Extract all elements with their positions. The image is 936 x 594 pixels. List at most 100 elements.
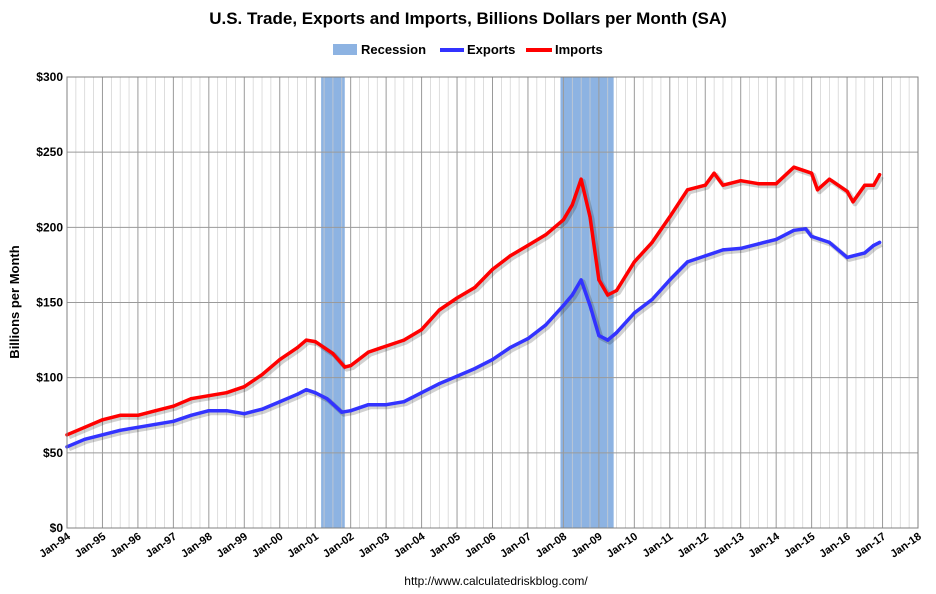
y-tick-label: $150 (36, 296, 63, 310)
exports-point (792, 228, 796, 232)
imports-point (313, 340, 317, 344)
exports-point (189, 413, 193, 417)
y-tick-label: $300 (36, 70, 63, 84)
imports-point (343, 365, 347, 369)
exports-point (615, 331, 619, 335)
imports-point (366, 350, 370, 354)
imports-point (579, 177, 583, 181)
exports-point (685, 260, 690, 264)
imports-point (384, 344, 388, 348)
exports-point (154, 422, 158, 426)
imports-point (526, 243, 530, 247)
y-tick-label: $100 (36, 371, 63, 385)
x-tick-label: Jan-15 (782, 531, 817, 561)
imports-point (570, 203, 574, 207)
exports-point (756, 242, 761, 246)
imports-point (118, 413, 122, 417)
imports-point (721, 183, 725, 187)
exports-point (171, 419, 175, 423)
exports-point (349, 409, 353, 413)
x-tick-label: Jan-05 (427, 531, 462, 561)
imports-point (606, 293, 610, 297)
x-tick-label: Jan-04 (392, 530, 428, 560)
x-tick-label: Jan-98 (179, 531, 214, 561)
imports-point (455, 296, 459, 300)
x-tick-label: Jan-99 (215, 531, 250, 561)
y-axis-label: Billions per Month (7, 245, 22, 358)
exports-point (863, 251, 867, 255)
exports-point (588, 303, 592, 308)
imports-point (668, 215, 672, 219)
x-tick-label: Jan-03 (356, 531, 391, 561)
exports-point (878, 240, 882, 244)
x-tick-label: Jan-12 (676, 531, 711, 561)
exports-point (606, 338, 610, 342)
source-url: http://www.calculatedriskblog.com/ (404, 574, 588, 588)
imports-point (615, 288, 619, 293)
imports-point (863, 183, 867, 187)
x-tick-label: Jan-13 (711, 531, 746, 561)
y-tick-label: $0 (50, 521, 64, 535)
exports-point (340, 410, 344, 414)
y-tick-label: $250 (36, 145, 63, 159)
y-tick-label: $200 (36, 220, 63, 234)
exports-point (420, 391, 424, 395)
exports-point (455, 374, 459, 378)
x-tick-label: Jan-06 (463, 531, 498, 561)
x-tick-label: Jan-95 (73, 531, 108, 561)
imports-point (588, 215, 592, 219)
exports-point (508, 346, 512, 350)
series-lines (65, 165, 884, 452)
imports-point (154, 409, 158, 413)
x-tick-label: Jan-16 (817, 531, 852, 561)
imports-point (189, 397, 193, 401)
exports-point (721, 248, 725, 252)
exports-point (561, 303, 566, 308)
imports-point (845, 189, 849, 193)
exports-point (579, 278, 583, 282)
imports-point (260, 373, 264, 377)
imports-point (703, 183, 707, 187)
imports-point (597, 278, 601, 282)
exports-point (650, 297, 654, 302)
imports-point (508, 254, 512, 258)
imports-point (242, 385, 246, 389)
exports-point (100, 433, 105, 437)
imports-point (402, 338, 406, 342)
y-tick-label: $50 (43, 446, 63, 460)
imports-point (331, 352, 335, 356)
x-tick-label: Jan-08 (534, 531, 569, 561)
exports-point (118, 428, 122, 432)
imports-point (544, 233, 548, 237)
exports-point (668, 278, 672, 282)
exports-line-shadow (68, 228, 883, 452)
imports-point (561, 218, 566, 222)
x-tick-labels: Jan-94 Jan-95 Jan-96 Jan-97 Jan-98 Jan-99 Jan-… (37, 530, 923, 560)
exports-point (570, 293, 574, 297)
exports-point (845, 255, 849, 259)
x-tick-label: Jan-11 (641, 531, 676, 560)
exports-point (304, 388, 308, 392)
imports-point (490, 267, 495, 271)
x-tick-label: Jan-17 (853, 531, 888, 561)
exports-point (260, 407, 264, 411)
imports-point (878, 173, 882, 177)
exports-point (242, 412, 246, 416)
exports-point (402, 400, 406, 404)
imports-point (207, 394, 211, 398)
imports-point (349, 364, 353, 368)
exports-point (739, 246, 743, 250)
x-tick-label: Jan-10 (605, 531, 640, 561)
exports-point (632, 311, 636, 315)
exports-point (774, 237, 778, 241)
imports-point (872, 183, 876, 187)
x-tick-label: Jan-07 (498, 531, 533, 561)
imports-point (278, 358, 282, 362)
chart-title: U.S. Trade, Exports and Imports, Billion… (209, 9, 727, 28)
x-tick-label: Jan-09 (569, 531, 604, 561)
exports-point (544, 323, 548, 327)
imports-point (420, 328, 424, 332)
exports-point (207, 409, 211, 413)
imports-point (650, 240, 654, 244)
